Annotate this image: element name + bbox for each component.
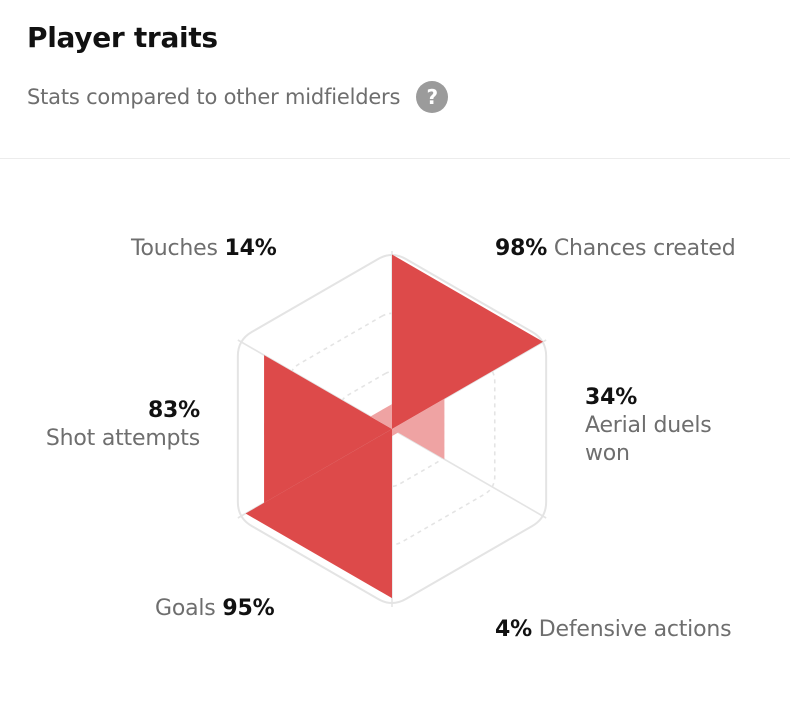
axis-label-touches: Touches 14% bbox=[131, 235, 277, 263]
radar-sectors bbox=[245, 254, 544, 599]
axis-value: 95% bbox=[222, 596, 275, 621]
sector-chances-created bbox=[392, 254, 544, 429]
axis-value: 98% bbox=[495, 236, 548, 261]
axis-label-chances-created: 98% Chances created bbox=[495, 235, 736, 263]
grid-outer-ring bbox=[236, 254, 548, 604]
page-title: Player traits bbox=[27, 21, 218, 54]
grid-spoke bbox=[237, 428, 393, 519]
axis-name: Aerial duels bbox=[585, 413, 712, 438]
question-icon[interactable]: ? bbox=[416, 81, 449, 113]
axis-label-goals: Goals 95% bbox=[155, 595, 275, 623]
axis-label-aerial-duels: 34% Aerial duels won bbox=[585, 384, 712, 468]
sector-goals bbox=[245, 429, 392, 599]
axis-name: Defensive actions bbox=[538, 617, 732, 642]
axis-value: 34% bbox=[585, 385, 638, 410]
axis-name: Goals bbox=[155, 596, 216, 621]
axis-value: 14% bbox=[224, 236, 277, 261]
header-divider bbox=[0, 158, 790, 159]
sector-defensive-actions bbox=[392, 429, 399, 437]
axis-name: Shot attempts bbox=[45, 426, 200, 451]
axis-name-cont: won bbox=[585, 441, 630, 466]
subtitle-row: Stats compared to other midfielders ? bbox=[27, 81, 449, 113]
grid-spoke bbox=[237, 339, 393, 430]
axis-label-defensive-actions: 4% Defensive actions bbox=[495, 616, 732, 644]
sector-shot-attempts bbox=[264, 355, 392, 503]
axis-label-shot-attempts: 83% Shot attempts bbox=[26, 397, 200, 453]
axis-name: Chances created bbox=[553, 236, 736, 261]
axis-value: 83% bbox=[147, 398, 200, 423]
sector-aerial-duels-won bbox=[392, 398, 445, 460]
sector-touches bbox=[370, 404, 392, 429]
page-subtitle: Stats compared to other midfielders bbox=[27, 85, 401, 109]
axis-value: 4% bbox=[495, 617, 532, 642]
axis-name: Touches bbox=[131, 236, 218, 261]
